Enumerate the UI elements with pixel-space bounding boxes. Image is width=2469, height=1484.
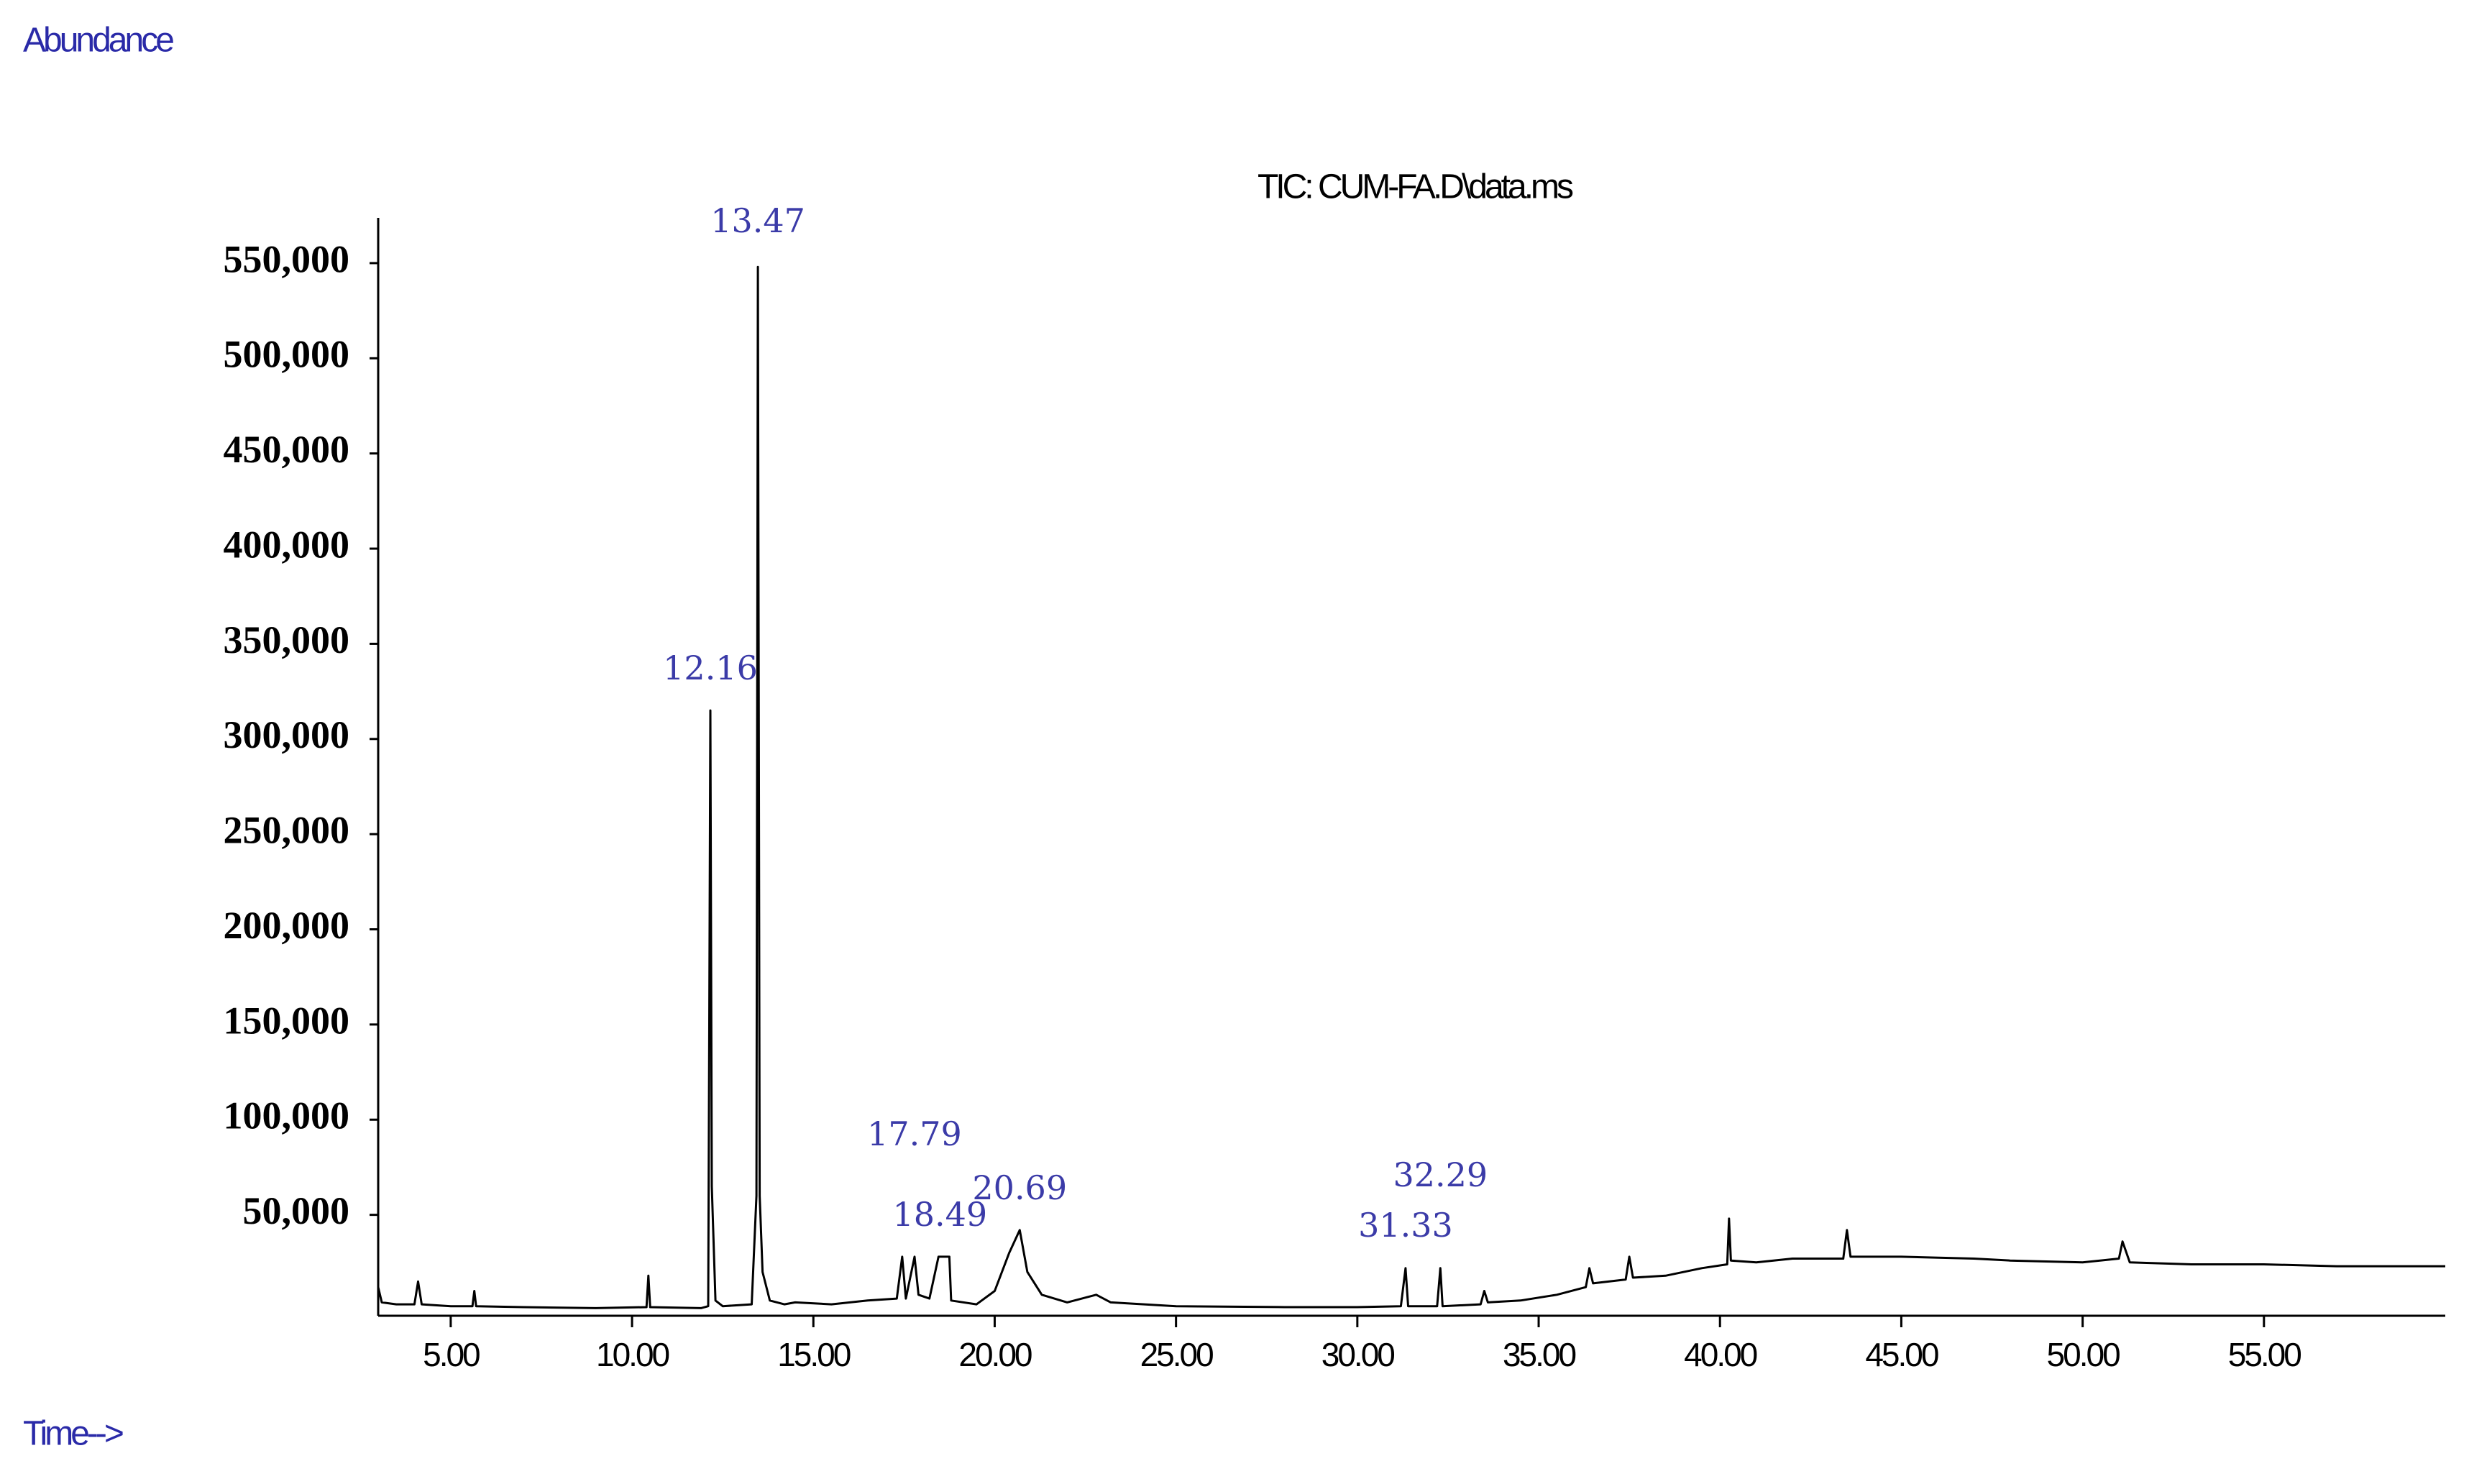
y-tick-label: 300,000 — [224, 713, 350, 756]
peak-label: 18.49 — [892, 1195, 987, 1234]
chromatogram-line — [377, 265, 2445, 1309]
peak-label: 20.69 — [972, 1168, 1067, 1207]
x-tick-label: 15.00 — [777, 1336, 851, 1373]
x-tick-label: 25.00 — [1140, 1336, 1214, 1373]
x-tick-label: 55.00 — [2228, 1336, 2301, 1373]
y-tick-label: 150,000 — [224, 999, 350, 1042]
y-tick-label: 350,000 — [224, 618, 350, 661]
peak-label: 12.16 — [663, 649, 758, 687]
x-tick-label: 5.00 — [423, 1336, 480, 1373]
y-axis-label: Abundance — [23, 22, 173, 60]
y-tick-label: 450,000 — [224, 428, 350, 471]
peak-label: 32.29 — [1393, 1155, 1488, 1194]
x-tick-label: 40.00 — [1684, 1336, 1757, 1373]
y-tick-label: 500,000 — [224, 333, 350, 376]
peak-label: 17.79 — [867, 1114, 962, 1153]
x-tick-label: 20.00 — [958, 1336, 1032, 1373]
x-tick-label: 35.00 — [1503, 1336, 1576, 1373]
y-tick-label: 400,000 — [224, 523, 350, 566]
x-tick-label: 45.00 — [1865, 1336, 1938, 1373]
x-tick-label: 30.00 — [1321, 1336, 1395, 1373]
y-tick-label: 100,000 — [224, 1094, 350, 1137]
x-tick-label: 50.00 — [2047, 1336, 2120, 1373]
chart-title: TIC: CUM-FA.D\data.ms — [1258, 168, 1573, 206]
x-tick-label: 10.00 — [596, 1336, 669, 1373]
x-axis-label: Time--> — [23, 1415, 123, 1453]
y-tick-label: 200,000 — [224, 904, 350, 947]
y-tick-label: 50,000 — [243, 1189, 350, 1232]
peak-label: 13.47 — [710, 201, 805, 240]
y-tick-label: 550,000 — [224, 237, 350, 280]
peak-label: 31.33 — [1358, 1206, 1453, 1245]
y-tick-label: 250,000 — [224, 809, 350, 852]
